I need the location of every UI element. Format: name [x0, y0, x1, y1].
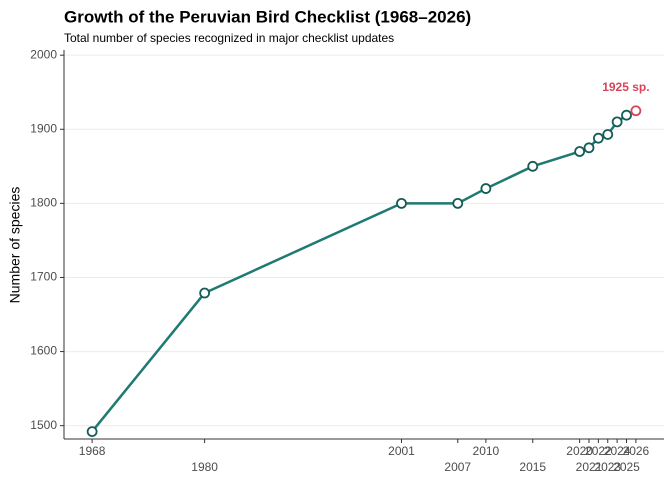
x-tick-label: 1980	[191, 460, 218, 474]
chart-title: Growth of the Peruvian Bird Checklist (1…	[64, 7, 471, 26]
y-axis-label: Number of species	[7, 187, 23, 304]
series-line	[91, 109, 637, 433]
data-point	[396, 197, 407, 209]
data-point	[199, 287, 211, 299]
x-tick-label: 2025	[613, 460, 640, 474]
y-tick-label: 1800	[30, 196, 57, 210]
data-point	[452, 197, 464, 209]
data-point	[480, 183, 492, 194]
data-point	[611, 116, 623, 128]
data-point	[527, 160, 539, 172]
data-point	[630, 105, 642, 117]
y-tick-label: 1500	[30, 418, 57, 432]
x-tick-label: 1968	[79, 444, 106, 458]
x-tick-label: 2010	[473, 444, 500, 458]
y-tick-label: 1700	[30, 270, 57, 284]
x-tick-label: 2023	[594, 460, 621, 474]
x-tick-label: 2015	[519, 460, 546, 474]
data-point	[583, 142, 595, 154]
chart-subtitle: Total number of species recognized in ma…	[64, 31, 394, 45]
y-tick-label: 1900	[30, 121, 57, 135]
x-tick-label: 2024	[604, 444, 631, 458]
y-tick-label: 2000	[30, 47, 57, 61]
data-point	[621, 109, 632, 121]
x-tick-label: 2022	[585, 444, 612, 458]
x-tick-label: 2020	[566, 444, 593, 458]
data-point	[592, 132, 604, 144]
data-point	[574, 146, 586, 157]
y-tick-label: 1600	[30, 344, 57, 358]
annotation: 1925 sp.	[602, 80, 649, 94]
x-tick-label: 2021	[576, 460, 603, 474]
data-point	[602, 129, 614, 140]
x-tick-label: 2001	[388, 444, 415, 458]
x-tick-label: 2026	[623, 444, 650, 458]
x-tick-label: 2007	[444, 460, 471, 474]
data-point	[86, 426, 98, 437]
